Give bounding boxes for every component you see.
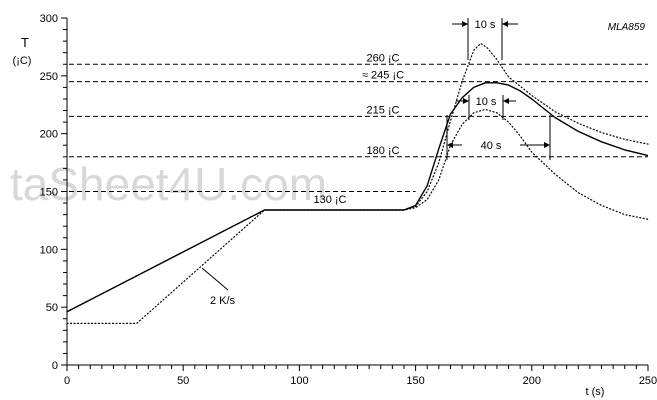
window-215-label: 10 s — [476, 96, 497, 108]
solid-curve — [66, 82, 649, 313]
y-tick-label: 250 — [40, 71, 58, 83]
y-tick-label: 0 — [52, 360, 58, 372]
y-tick-label: 100 — [40, 244, 58, 256]
y-tick-label: 150 — [40, 187, 58, 199]
window-180-label: 40 s — [481, 140, 502, 152]
watermark: taSheet4U.com — [10, 158, 327, 210]
reference-line-label: 180 ¡C — [366, 145, 399, 157]
series-group — [66, 42, 649, 324]
window-215-dimension — [456, 95, 516, 120]
slope-leader — [201, 267, 229, 291]
dotted-curve-2 — [66, 108, 649, 313]
x-axis-label: t (s) — [586, 386, 605, 398]
plateau-label: 130 ¡C — [313, 194, 346, 206]
x-tick-label: 0 — [64, 375, 70, 387]
figure-code: MLA859 — [608, 22, 646, 33]
x-tick-label: 150 — [406, 375, 424, 387]
x-ticks: 0 50 100 150 200 250 — [64, 365, 657, 387]
x-tick-label: 50 — [177, 375, 189, 387]
window-180-dimension — [446, 115, 551, 160]
slope-label: 2 K/s — [210, 295, 236, 307]
peak-window-label: 10 s — [475, 19, 496, 31]
x-tick-label: 200 — [523, 375, 541, 387]
x-tick-label: 100 — [290, 375, 308, 387]
reference-line-label: 215 ¡C — [366, 104, 399, 116]
y-axis-label: T — [21, 35, 29, 50]
peak-window-dimension — [452, 18, 518, 60]
y-tick-label: 300 — [40, 13, 58, 25]
y-ticks: 0 50 100 150 200 250 300 — [40, 13, 67, 372]
reference-line-label: ≈ 245 ¡C — [362, 70, 404, 82]
reference-line-labels: 260 ¡C ≈ 245 ¡C 215 ¡C 180 ¡C — [362, 52, 404, 157]
y-tick-label: 200 — [40, 129, 58, 141]
y-axis-unit: (¡C) — [13, 55, 32, 67]
y-tick-label: 50 — [46, 302, 58, 314]
reference-lines — [69, 63, 648, 192]
x-tick-label: 250 — [639, 375, 657, 387]
reference-line-label: 260 ¡C — [366, 52, 399, 64]
